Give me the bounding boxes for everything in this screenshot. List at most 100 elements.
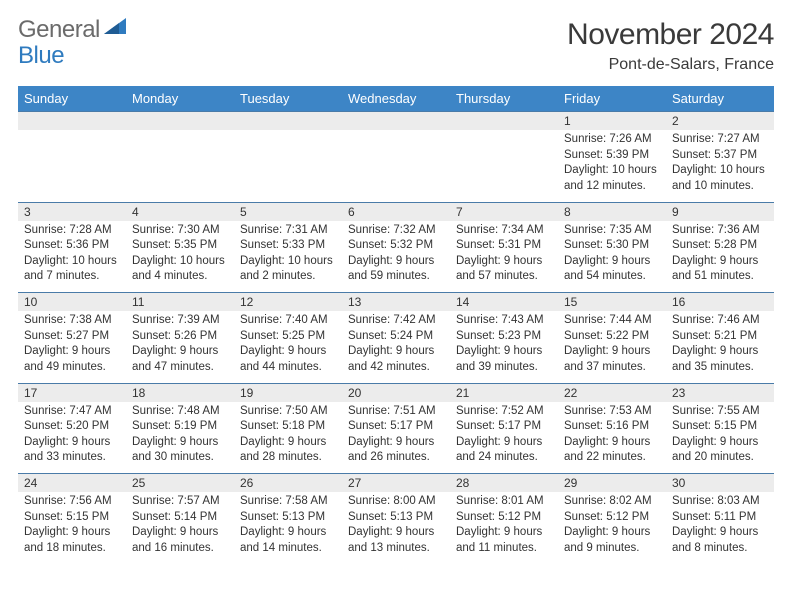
- day-number-row: 12: [18, 112, 774, 131]
- daylight-text: Daylight: 9 hours and 42 minutes.: [348, 344, 444, 375]
- sunset-text: Sunset: 5:15 PM: [672, 419, 768, 435]
- location: Pont-de-Salars, France: [567, 56, 774, 74]
- day-content-row: Sunrise: 7:56 AMSunset: 5:15 PMDaylight:…: [18, 492, 774, 564]
- day-number-cell: 13: [342, 293, 450, 312]
- day-number: 28: [456, 476, 469, 490]
- daylight-text: Daylight: 9 hours and 47 minutes.: [132, 344, 228, 375]
- day-number: 26: [240, 476, 253, 490]
- day-content-cell: Sunrise: 7:26 AMSunset: 5:39 PMDaylight:…: [558, 130, 666, 202]
- daylight-text: Daylight: 9 hours and 13 minutes.: [348, 525, 444, 556]
- sunrise-text: Sunrise: 7:56 AM: [24, 494, 120, 510]
- day-content-cell: Sunrise: 7:44 AMSunset: 5:22 PMDaylight:…: [558, 311, 666, 383]
- day-number: 11: [132, 295, 144, 309]
- sunrise-text: Sunrise: 7:40 AM: [240, 313, 336, 329]
- day-number-cell: [18, 112, 126, 131]
- day-content-cell: Sunrise: 7:39 AMSunset: 5:26 PMDaylight:…: [126, 311, 234, 383]
- sunrise-text: Sunrise: 7:44 AM: [564, 313, 660, 329]
- sunrise-text: Sunrise: 7:38 AM: [24, 313, 120, 329]
- sunset-text: Sunset: 5:21 PM: [672, 329, 768, 345]
- daylight-text: Daylight: 9 hours and 44 minutes.: [240, 344, 336, 375]
- title-block: November 2024 Pont-de-Salars, France: [567, 18, 774, 74]
- sunset-text: Sunset: 5:39 PM: [564, 148, 660, 164]
- sunset-text: Sunset: 5:31 PM: [456, 238, 552, 254]
- day-content-cell: Sunrise: 7:31 AMSunset: 5:33 PMDaylight:…: [234, 221, 342, 293]
- day-number-cell: [126, 112, 234, 131]
- day-number-cell: [450, 112, 558, 131]
- day-content-cell: Sunrise: 8:01 AMSunset: 5:12 PMDaylight:…: [450, 492, 558, 564]
- day-number: 12: [240, 295, 253, 309]
- daylight-text: Daylight: 9 hours and 33 minutes.: [24, 435, 120, 466]
- day-number: 15: [564, 295, 577, 309]
- daylight-text: Daylight: 10 hours and 10 minutes.: [672, 163, 768, 194]
- day-number-row: 2425 26 27 28 29 30: [18, 474, 774, 493]
- day-number: 14: [456, 295, 469, 309]
- daylight-text: Daylight: 9 hours and 57 minutes.: [456, 254, 552, 285]
- sunset-text: Sunset: 5:32 PM: [348, 238, 444, 254]
- day-content-cell: [126, 130, 234, 202]
- day-number-cell: 14: [450, 293, 558, 312]
- day-content-cell: Sunrise: 7:57 AMSunset: 5:14 PMDaylight:…: [126, 492, 234, 564]
- day-number-cell: 24: [18, 474, 126, 493]
- day-content-cell: Sunrise: 7:30 AMSunset: 5:35 PMDaylight:…: [126, 221, 234, 293]
- day-content-cell: [18, 130, 126, 202]
- day-number: 4: [132, 205, 139, 219]
- day-number-cell: 11: [126, 293, 234, 312]
- day-number-cell: 27: [342, 474, 450, 493]
- daylight-text: Daylight: 9 hours and 30 minutes.: [132, 435, 228, 466]
- sunset-text: Sunset: 5:25 PM: [240, 329, 336, 345]
- day-content-cell: Sunrise: 7:48 AMSunset: 5:19 PMDaylight:…: [126, 402, 234, 474]
- day-number-cell: 21: [450, 383, 558, 402]
- day-number: 20: [348, 386, 361, 400]
- daylight-text: Daylight: 9 hours and 8 minutes.: [672, 525, 768, 556]
- day-number: 18: [132, 386, 145, 400]
- day-content-cell: Sunrise: 7:38 AMSunset: 5:27 PMDaylight:…: [18, 311, 126, 383]
- daylight-text: Daylight: 9 hours and 51 minutes.: [672, 254, 768, 285]
- day-number-cell: 17: [18, 383, 126, 402]
- day-content-cell: Sunrise: 7:58 AMSunset: 5:13 PMDaylight:…: [234, 492, 342, 564]
- day-number-cell: 19: [234, 383, 342, 402]
- day-content-cell: Sunrise: 7:42 AMSunset: 5:24 PMDaylight:…: [342, 311, 450, 383]
- header: General November 2024 Pont-de-Salars, Fr…: [18, 18, 774, 74]
- weekday-header: Saturday: [666, 86, 774, 112]
- day-content-cell: Sunrise: 7:52 AMSunset: 5:17 PMDaylight:…: [450, 402, 558, 474]
- sunrise-text: Sunrise: 7:34 AM: [456, 223, 552, 239]
- daylight-text: Daylight: 9 hours and 22 minutes.: [564, 435, 660, 466]
- day-content-cell: Sunrise: 7:28 AMSunset: 5:36 PMDaylight:…: [18, 221, 126, 293]
- weekday-header: Friday: [558, 86, 666, 112]
- sunrise-text: Sunrise: 7:48 AM: [132, 404, 228, 420]
- sunset-text: Sunset: 5:30 PM: [564, 238, 660, 254]
- day-content-cell: Sunrise: 7:50 AMSunset: 5:18 PMDaylight:…: [234, 402, 342, 474]
- sunset-text: Sunset: 5:22 PM: [564, 329, 660, 345]
- day-content-cell: Sunrise: 7:34 AMSunset: 5:31 PMDaylight:…: [450, 221, 558, 293]
- day-number-cell: 4: [126, 202, 234, 221]
- daylight-text: Daylight: 9 hours and 20 minutes.: [672, 435, 768, 466]
- daylight-text: Daylight: 9 hours and 54 minutes.: [564, 254, 660, 285]
- calendar-table: Sunday Monday Tuesday Wednesday Thursday…: [18, 86, 774, 564]
- day-content-row: Sunrise: 7:28 AMSunset: 5:36 PMDaylight:…: [18, 221, 774, 293]
- sunrise-text: Sunrise: 7:57 AM: [132, 494, 228, 510]
- day-number: 29: [564, 476, 577, 490]
- sunset-text: Sunset: 5:17 PM: [348, 419, 444, 435]
- day-content-row: Sunrise: 7:38 AMSunset: 5:27 PMDaylight:…: [18, 311, 774, 383]
- day-number-cell: 5: [234, 202, 342, 221]
- day-number-cell: 20: [342, 383, 450, 402]
- sunset-text: Sunset: 5:13 PM: [240, 510, 336, 526]
- sunrise-text: Sunrise: 8:01 AM: [456, 494, 552, 510]
- day-number-cell: 9: [666, 202, 774, 221]
- day-number-cell: 25: [126, 474, 234, 493]
- day-number-cell: 30: [666, 474, 774, 493]
- day-number: 21: [456, 386, 469, 400]
- sunrise-text: Sunrise: 7:46 AM: [672, 313, 768, 329]
- sunrise-text: Sunrise: 7:50 AM: [240, 404, 336, 420]
- sunrise-text: Sunrise: 8:00 AM: [348, 494, 444, 510]
- day-content-cell: [342, 130, 450, 202]
- sunrise-text: Sunrise: 7:35 AM: [564, 223, 660, 239]
- daylight-text: Daylight: 10 hours and 7 minutes.: [24, 254, 120, 285]
- daylight-text: Daylight: 9 hours and 26 minutes.: [348, 435, 444, 466]
- sunrise-text: Sunrise: 7:28 AM: [24, 223, 120, 239]
- day-content-cell: [234, 130, 342, 202]
- sunrise-text: Sunrise: 7:26 AM: [564, 132, 660, 148]
- day-number-cell: 8: [558, 202, 666, 221]
- daylight-text: Daylight: 10 hours and 4 minutes.: [132, 254, 228, 285]
- month-title: November 2024: [567, 18, 774, 52]
